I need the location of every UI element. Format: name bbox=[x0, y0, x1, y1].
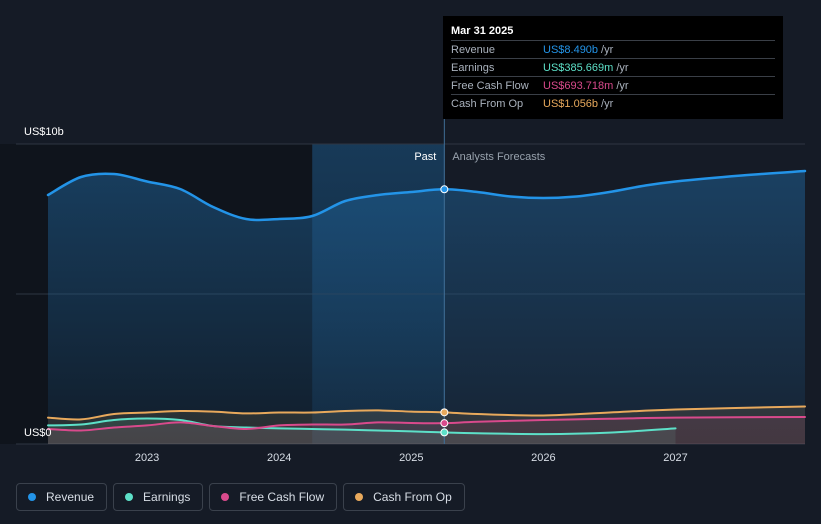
y-axis-min-label: US$0 bbox=[24, 427, 52, 439]
tooltip-unit: /yr bbox=[616, 61, 629, 74]
x-tick-label: 2026 bbox=[531, 452, 555, 464]
tooltip-value: US$8.490b bbox=[543, 43, 599, 56]
tooltip-label: Earnings bbox=[451, 61, 495, 74]
tooltip-value: US$693.718m bbox=[543, 79, 614, 92]
tooltip-label: Free Cash Flow bbox=[451, 79, 529, 92]
tooltip-row-revenue: Revenue US$8.490b /yr bbox=[451, 40, 775, 58]
x-tick-label: 2027 bbox=[663, 452, 687, 464]
tooltip-unit: /yr bbox=[601, 43, 614, 56]
legend-label: Earnings bbox=[143, 490, 191, 504]
x-tick-label: 2023 bbox=[135, 452, 159, 464]
tooltip-value: US$1.056b bbox=[543, 97, 599, 110]
x-tick-label: 2024 bbox=[267, 452, 291, 464]
revenue-area bbox=[48, 171, 805, 444]
legend-item-cash-from-op[interactable]: Cash From Op bbox=[343, 483, 465, 511]
cash-from-op-line bbox=[47, 405, 806, 421]
legend-label: Cash From Op bbox=[373, 490, 452, 504]
cash-from-op-area bbox=[48, 406, 805, 444]
free-cash-flow-dot-icon bbox=[221, 493, 230, 501]
legend: Revenue Earnings Free Cash Flow Cash Fro… bbox=[16, 483, 465, 511]
tooltip-row-free-cash-flow: Free Cash Flow US$693.718m /yr bbox=[451, 76, 775, 94]
earnings-line bbox=[47, 417, 677, 436]
past-label: Past bbox=[414, 151, 436, 163]
tooltip-row-cash-from-op: Cash From Op US$1.056b /yr bbox=[451, 94, 775, 112]
free-cash-flow-area bbox=[48, 417, 805, 444]
x-tick-label: 2025 bbox=[399, 452, 423, 464]
free-cash-flow-line bbox=[47, 416, 806, 432]
tooltip-label: Revenue bbox=[451, 43, 496, 56]
legend-label: Revenue bbox=[46, 490, 95, 504]
legend-item-revenue[interactable]: Revenue bbox=[16, 483, 108, 511]
earnings-dot-icon bbox=[125, 493, 134, 501]
revenue-marker bbox=[440, 185, 449, 194]
free-cash-flow-marker bbox=[440, 419, 449, 428]
tooltip-unit: /yr bbox=[601, 97, 614, 110]
y-axis-max-label: US$10b bbox=[24, 126, 64, 138]
cash-from-op-dot-icon bbox=[355, 493, 364, 501]
forecast-label: Analysts Forecasts bbox=[452, 151, 545, 163]
revenue-dot-icon bbox=[28, 493, 36, 501]
tooltip-date: Mar 31 2025 bbox=[451, 25, 514, 37]
legend-item-free-cash-flow[interactable]: Free Cash Flow bbox=[209, 483, 338, 511]
tooltip-label: Cash From Op bbox=[451, 97, 524, 110]
legend-item-earnings[interactable]: Earnings bbox=[113, 483, 204, 511]
earnings-marker bbox=[440, 428, 449, 437]
legend-label: Free Cash Flow bbox=[239, 490, 325, 504]
cash-from-op-marker bbox=[440, 408, 449, 417]
revenue-line bbox=[46, 169, 807, 222]
tooltip-row-earnings: Earnings US$385.669m /yr bbox=[451, 58, 775, 76]
tooltip-value: US$385.669m bbox=[543, 61, 614, 74]
tooltip-unit: /yr bbox=[616, 79, 629, 92]
hover-tooltip: Mar 31 2025 Revenue US$8.490b /yr Earnin… bbox=[443, 16, 783, 119]
